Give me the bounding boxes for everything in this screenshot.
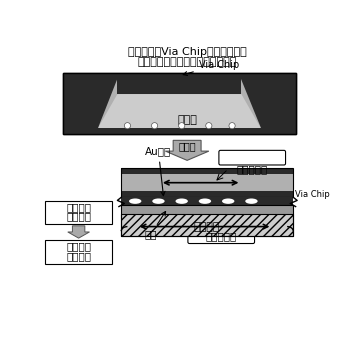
Polygon shape bbox=[98, 94, 261, 128]
Polygon shape bbox=[121, 168, 293, 174]
Ellipse shape bbox=[222, 199, 235, 204]
Polygon shape bbox=[241, 79, 296, 128]
Ellipse shape bbox=[175, 199, 188, 204]
FancyBboxPatch shape bbox=[219, 150, 286, 165]
Text: 產生應力: 產生應力 bbox=[66, 212, 91, 222]
Polygon shape bbox=[117, 73, 241, 94]
Circle shape bbox=[206, 123, 212, 129]
Text: 成形品: 成形品 bbox=[177, 115, 197, 125]
Polygon shape bbox=[45, 240, 112, 264]
Bar bbox=[121, 214, 293, 236]
Circle shape bbox=[124, 123, 131, 129]
Polygon shape bbox=[121, 191, 293, 197]
Circle shape bbox=[152, 123, 158, 129]
Ellipse shape bbox=[152, 199, 164, 204]
Circle shape bbox=[178, 123, 185, 129]
Text: 射出元件: 射出元件 bbox=[193, 222, 220, 231]
Polygon shape bbox=[63, 73, 296, 79]
Polygon shape bbox=[63, 73, 296, 134]
Text: Au凸塊: Au凸塊 bbox=[145, 147, 172, 196]
Circle shape bbox=[229, 123, 235, 129]
FancyBboxPatch shape bbox=[188, 229, 254, 244]
Ellipse shape bbox=[129, 199, 141, 204]
Polygon shape bbox=[63, 79, 117, 128]
Polygon shape bbox=[121, 205, 293, 214]
Polygon shape bbox=[63, 128, 296, 134]
Polygon shape bbox=[45, 201, 112, 224]
Text: Via Chip: Via Chip bbox=[295, 190, 330, 199]
Polygon shape bbox=[121, 197, 293, 205]
Text: 接合不良: 接合不良 bbox=[66, 251, 91, 261]
Polygon shape bbox=[121, 168, 293, 197]
Ellipse shape bbox=[199, 199, 211, 204]
Text: 熱負載: 熱負載 bbox=[178, 141, 196, 151]
Polygon shape bbox=[68, 226, 90, 238]
Ellipse shape bbox=[245, 199, 258, 204]
Text: 膨漲率：大: 膨漲率：大 bbox=[205, 232, 237, 242]
Text: 最後變成: 最後變成 bbox=[66, 242, 91, 252]
Polygon shape bbox=[166, 140, 209, 160]
Text: 膨漲率：小: 膨漲率：小 bbox=[237, 164, 268, 174]
Text: 造成熱負載引發連接部位產生應力: 造成熱負載引發連接部位產生應力 bbox=[138, 57, 237, 67]
Text: Via Chip: Via Chip bbox=[183, 60, 239, 75]
Text: 連接部位: 連接部位 bbox=[66, 202, 91, 212]
Text: 銀膠: 銀膠 bbox=[145, 212, 166, 240]
Text: 射出元件與Via Chip的膨漲率差異: 射出元件與Via Chip的膨漲率差異 bbox=[128, 47, 246, 57]
